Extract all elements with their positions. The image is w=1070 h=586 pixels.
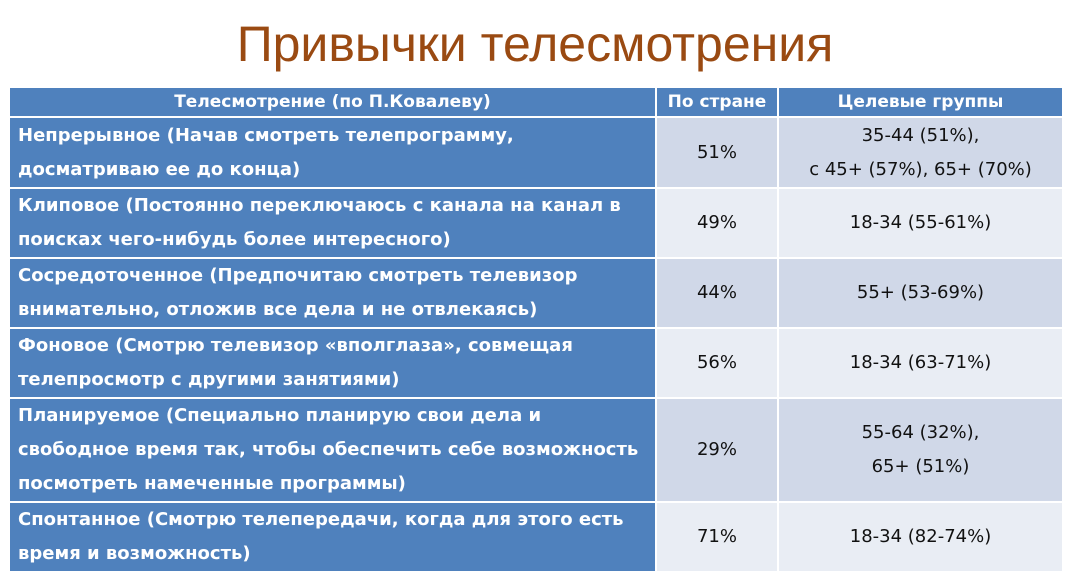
habit-name: Спонтанное (Смотрю телепередачи, когда д…: [8, 501, 657, 573]
header-cell: Целевые группы: [777, 86, 1064, 118]
habit-name: Сосредоточенное (Предпочитаю смотреть те…: [8, 257, 657, 329]
table-row: Сосредоточенное (Предпочитаю смотреть те…: [8, 257, 1064, 329]
table-row: Планируемое (Специально планирую свои де…: [8, 397, 1064, 503]
country-share: 71%: [655, 501, 779, 573]
habit-name: Непрерывное (Начав смотреть телепрограмм…: [8, 116, 657, 189]
habit-name: Фоновое (Смотрю телевизор «вполглаза», с…: [8, 327, 657, 399]
target-line: 35-44 (51%),: [861, 124, 980, 146]
target-line: 18-34 (55-61%): [849, 212, 992, 233]
target-line: 55-64 (32%),: [861, 422, 980, 443]
habit-name: Клиповое (Постоянно переключаюсь с канал…: [8, 187, 657, 259]
table-row: Непрерывное (Начав смотреть телепрограмм…: [8, 116, 1064, 189]
target-line: 18-34 (63-71%): [849, 352, 992, 373]
table-row: Спонтанное (Смотрю телепередачи, когда д…: [8, 501, 1064, 573]
header-cell: По стране: [655, 86, 779, 118]
target-line: 55+ (53-69%): [856, 282, 985, 303]
country-share: 51%: [655, 116, 779, 189]
country-share: 56%: [655, 327, 779, 399]
target-groups: 55-64 (32%), 65+ (51%): [777, 397, 1064, 503]
target-line: 65+ (51%): [871, 456, 970, 477]
header-cell: Телесмотрение (по П.Ковалеву): [8, 86, 657, 118]
target-groups: 18-34 (82-74%): [777, 501, 1064, 573]
target-line: 18-34 (82-74%): [849, 526, 992, 547]
target-groups: 18-34 (55-61%): [777, 187, 1064, 259]
table-row: Фоновое (Смотрю телевизор «вполглаза», с…: [8, 327, 1064, 399]
target-groups: 35-44 (51%), с 45+ (57%), 65+ (70%): [777, 116, 1064, 189]
country-share: 49%: [655, 187, 779, 259]
target-line: с 45+ (57%), 65+ (70%): [809, 158, 1032, 180]
habits-table: Телесмотрение (по П.Ковалеву) По стране Це…: [8, 86, 1064, 573]
target-groups: 18-34 (63-71%): [777, 327, 1064, 399]
country-share: 29%: [655, 397, 779, 503]
country-share: 44%: [655, 257, 779, 329]
slide-title: Привычки телесмотрения: [236, 16, 834, 72]
table-row: Клиповое (Постоянно переключаюсь с канал…: [8, 187, 1064, 259]
target-groups: 55+ (53-69%): [777, 257, 1064, 329]
header-row: Телесмотрение (по П.Ковалеву) По стране Це…: [8, 86, 1064, 118]
habit-name: Планируемое (Специально планирую свои де…: [8, 397, 657, 503]
